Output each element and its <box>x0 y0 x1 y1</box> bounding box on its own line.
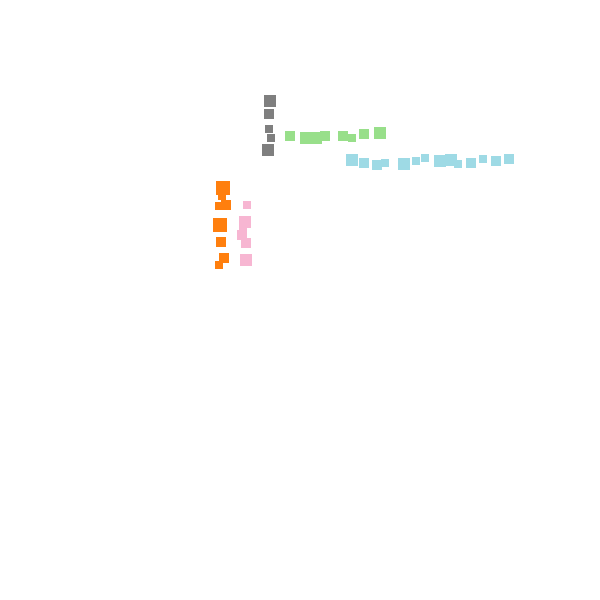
data-point-series4-11 <box>479 155 487 163</box>
data-point-series3-6 <box>359 129 369 139</box>
data-point-series1-5 <box>243 201 251 209</box>
data-point-series3-0 <box>285 131 295 141</box>
data-point-series4-0 <box>346 154 358 166</box>
data-point-series2-3 <box>264 109 274 119</box>
data-point-series2-2 <box>265 125 273 133</box>
data-point-series4-7 <box>434 155 446 167</box>
data-point-series0-5 <box>221 200 231 210</box>
data-point-series0-0 <box>215 261 223 269</box>
data-point-series4-4 <box>398 158 410 170</box>
data-point-series2-1 <box>267 134 275 142</box>
series-2 <box>262 95 276 156</box>
series-4 <box>346 154 514 170</box>
data-point-series4-1 <box>359 158 369 168</box>
data-point-series4-10 <box>466 158 476 168</box>
series-1 <box>237 201 252 266</box>
data-point-series4-3 <box>381 159 389 167</box>
data-point-series3-5 <box>348 134 356 142</box>
series-0 <box>213 181 231 269</box>
data-point-series4-12 <box>491 156 501 166</box>
data-point-series4-5 <box>412 157 420 165</box>
data-point-series4-6 <box>421 154 429 162</box>
data-point-series3-1 <box>300 132 312 144</box>
data-point-series4-2 <box>372 160 382 170</box>
data-point-series4-13 <box>504 154 514 164</box>
data-point-series2-4 <box>264 95 276 107</box>
data-point-series0-3 <box>213 218 227 232</box>
series-3 <box>285 127 386 144</box>
data-point-series0-2 <box>216 237 226 247</box>
data-point-series3-7 <box>374 127 386 139</box>
data-point-series0-1 <box>219 253 229 263</box>
data-point-series1-2 <box>237 230 247 240</box>
data-point-series0-6 <box>218 192 226 200</box>
data-point-series0-4 <box>215 202 223 210</box>
data-point-series3-4 <box>338 131 348 141</box>
data-point-series1-0 <box>240 254 252 266</box>
data-point-series3-3 <box>320 131 330 141</box>
data-point-series4-9 <box>454 160 462 168</box>
data-point-series1-4 <box>239 216 251 228</box>
data-point-series2-0 <box>262 144 274 156</box>
data-point-series1-1 <box>241 238 251 248</box>
data-point-series3-2 <box>310 132 322 144</box>
data-point-series0-7 <box>216 181 230 195</box>
